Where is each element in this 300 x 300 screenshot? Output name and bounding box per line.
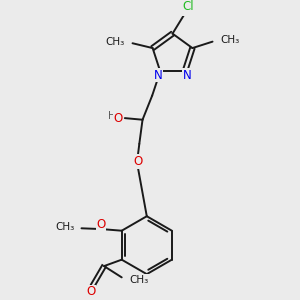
Text: N: N [182,69,191,82]
Text: N: N [154,69,163,82]
Text: Cl: Cl [183,0,194,13]
Text: CH₃: CH₃ [105,38,124,47]
Text: CH₃: CH₃ [220,35,240,45]
Text: CH₃: CH₃ [55,223,74,232]
Text: CH₃: CH₃ [129,275,148,285]
Text: O: O [86,285,96,298]
Text: H: H [108,111,115,121]
Text: O: O [133,155,142,168]
Text: O: O [113,112,122,124]
Text: O: O [96,218,105,231]
